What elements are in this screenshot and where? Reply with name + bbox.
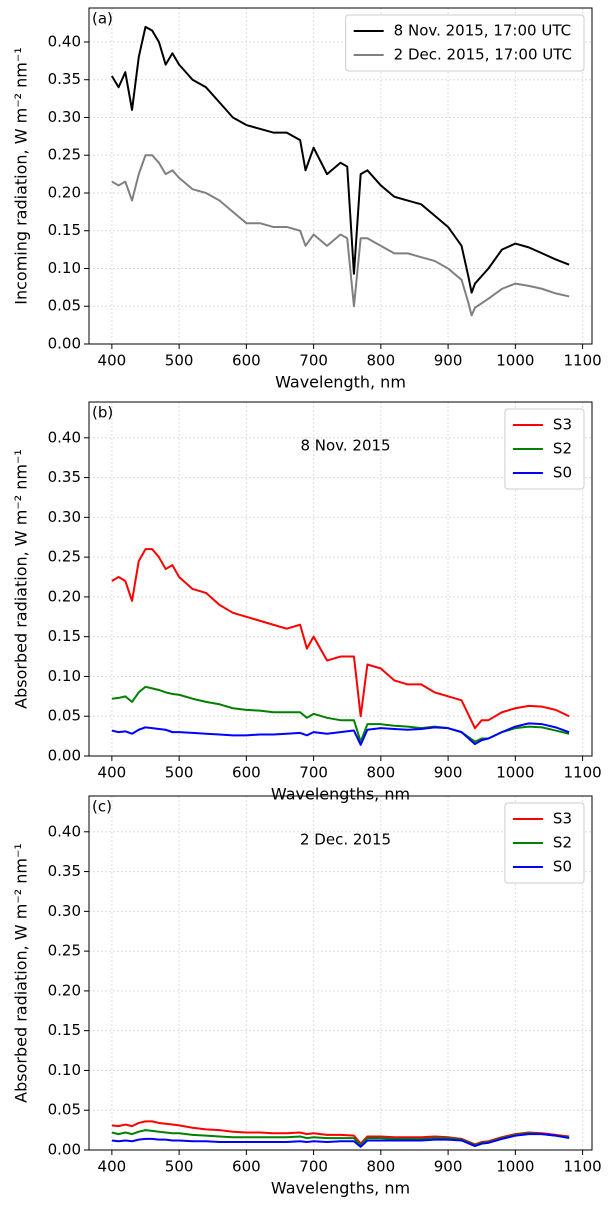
y-tick-label: 0.20 bbox=[48, 587, 81, 605]
data-line bbox=[111, 685, 570, 743]
x-tick-label: 900 bbox=[434, 1158, 463, 1176]
legend-label: S0 bbox=[553, 464, 572, 482]
x-tick-label: 800 bbox=[367, 1158, 396, 1176]
x-tick-label: 700 bbox=[299, 352, 328, 370]
x-tick-label: 1000 bbox=[496, 764, 534, 782]
x-tick-label: 500 bbox=[165, 764, 194, 782]
legend-box bbox=[504, 802, 585, 884]
x-tick-label: 1100 bbox=[563, 764, 601, 782]
data-line bbox=[111, 1133, 570, 1148]
y-axis-label: Absorbed radiation, W m⁻² nm⁻¹ bbox=[12, 449, 31, 709]
legend-box bbox=[504, 408, 585, 490]
y-tick-label: 0.05 bbox=[48, 1101, 81, 1119]
x-tick-label: 900 bbox=[434, 764, 463, 782]
y-tick-label: 0.25 bbox=[48, 548, 81, 566]
data-line bbox=[111, 722, 570, 746]
x-tick-label: 800 bbox=[367, 352, 396, 370]
legend-label: S3 bbox=[553, 416, 572, 434]
y-tick-label: 0.05 bbox=[48, 707, 81, 725]
x-axis-label: Wavelengths, nm bbox=[271, 785, 410, 804]
x-tick-label: 400 bbox=[98, 352, 127, 370]
y-tick-label: 0.30 bbox=[48, 508, 81, 526]
data-line bbox=[111, 548, 570, 730]
y-axis-label: Incoming radiation, W m⁻² nm⁻¹ bbox=[12, 47, 31, 305]
data-line bbox=[111, 1129, 570, 1147]
y-tick-label: 0.35 bbox=[48, 862, 81, 880]
y-tick-label: 0.25 bbox=[48, 146, 81, 164]
y-tick-label: 0.10 bbox=[48, 259, 81, 277]
axes-frame bbox=[88, 401, 593, 757]
x-tick-label: 600 bbox=[232, 1158, 261, 1176]
y-tick-label: 0.00 bbox=[48, 1141, 81, 1159]
legend: S3 S2 S0 bbox=[504, 408, 585, 490]
legend-box bbox=[345, 14, 585, 72]
legend-label: 2 Dec. 2015, 17:00 UTC bbox=[394, 46, 572, 64]
y-tick-label: 0.40 bbox=[48, 428, 81, 446]
x-tick-label: 500 bbox=[165, 352, 194, 370]
y-tick-label: 0.40 bbox=[48, 822, 81, 840]
x-tick-label: 700 bbox=[299, 1158, 328, 1176]
y-tick-label: 0.05 bbox=[48, 297, 81, 315]
panel-label: (c) bbox=[92, 798, 112, 816]
x-axis-label: Wavelengths, nm bbox=[271, 1179, 410, 1198]
y-tick-label: 0.15 bbox=[48, 1021, 81, 1039]
y-tick-label: 0.20 bbox=[48, 183, 81, 201]
legend: S3 S2 S0 bbox=[504, 802, 585, 884]
y-tick-label: 0.15 bbox=[48, 627, 81, 645]
y-tick-label: 0.00 bbox=[48, 335, 81, 353]
x-axis-label: Wavelength, nm bbox=[275, 373, 406, 392]
legend-label: 8 Nov. 2015, 17:00 UTC bbox=[394, 22, 571, 40]
panel-label: (b) bbox=[92, 404, 113, 422]
panel: 400 500 600 700 800 900 1000 1100 0.00 0.05 0.10 0.… bbox=[12, 795, 602, 1198]
y-tick-label: 0.30 bbox=[48, 902, 81, 920]
x-tick-label: 1100 bbox=[563, 352, 601, 370]
y-tick-label: 0.10 bbox=[48, 1061, 81, 1079]
y-tick-label: 0.30 bbox=[48, 108, 81, 126]
legend-label: S3 bbox=[553, 810, 572, 828]
x-tick-label: 800 bbox=[367, 764, 396, 782]
annotation: 8 Nov. 2015 bbox=[300, 437, 390, 455]
x-tick-label: 700 bbox=[299, 764, 328, 782]
legend: 8 Nov. 2015, 17:00 UTC 2 Dec. 2015, 17:00… bbox=[345, 14, 585, 72]
x-tick-label: 400 bbox=[98, 1158, 127, 1176]
axes-frame bbox=[88, 795, 593, 1151]
legend-label: S0 bbox=[553, 858, 572, 876]
x-tick-label: 900 bbox=[434, 352, 463, 370]
panel-label: (a) bbox=[92, 10, 113, 28]
x-tick-label: 1100 bbox=[563, 1158, 601, 1176]
y-tick-label: 0.10 bbox=[48, 667, 81, 685]
y-tick-label: 0.15 bbox=[48, 221, 81, 239]
y-axis-label: Absorbed radiation, W m⁻² nm⁻¹ bbox=[12, 843, 31, 1103]
x-tick-label: 1000 bbox=[496, 1158, 534, 1176]
y-tick-label: 0.20 bbox=[48, 981, 81, 999]
x-tick-label: 500 bbox=[165, 1158, 194, 1176]
axes-frame bbox=[88, 7, 593, 345]
x-tick-label: 1000 bbox=[496, 352, 534, 370]
y-tick-label: 0.00 bbox=[48, 747, 81, 765]
data-line bbox=[111, 25, 570, 294]
x-tick-label: 600 bbox=[232, 352, 261, 370]
panel: 400 500 600 700 800 900 1000 1100 0.00 0.05 0.10 0.… bbox=[12, 401, 602, 804]
y-tick-label: 0.40 bbox=[48, 32, 81, 50]
x-tick-label: 400 bbox=[98, 764, 127, 782]
panel: 400 500 600 700 800 900 1000 1100 0.00 0.05 0.10 0.… bbox=[12, 7, 602, 392]
y-tick-label: 0.35 bbox=[48, 70, 81, 88]
y-tick-label: 0.35 bbox=[48, 468, 81, 486]
legend-label: S2 bbox=[553, 440, 572, 458]
y-tick-label: 0.25 bbox=[48, 942, 81, 960]
legend-label: S2 bbox=[553, 834, 572, 852]
x-tick-label: 600 bbox=[232, 764, 261, 782]
data-line bbox=[111, 154, 570, 317]
annotation: 2 Dec. 2015 bbox=[300, 831, 391, 849]
